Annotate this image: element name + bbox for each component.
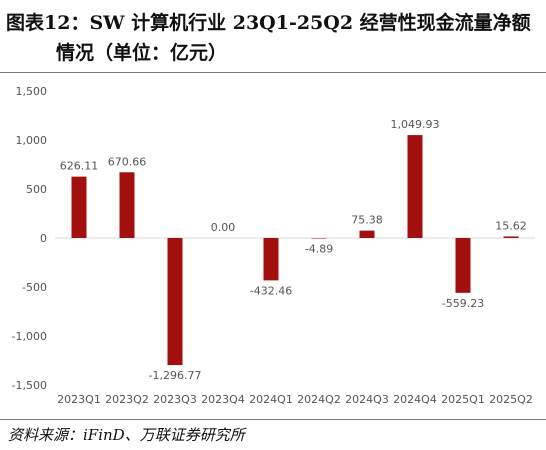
y-tick-label: 500	[26, 183, 47, 196]
y-tick-label: -1,000	[12, 330, 47, 343]
y-tick-label: -1,500	[12, 379, 47, 392]
bar	[167, 238, 183, 366]
chart-title-line-1: 图表12：SW 计算机行业 23Q1-25Q2 经营性现金流量净额	[6, 12, 531, 34]
x-tick-label: 2024Q2	[297, 393, 341, 406]
data-label: -559.23	[442, 297, 484, 310]
data-label: 15.62	[495, 219, 527, 232]
y-tick-label: 1,500	[16, 85, 48, 98]
y-tick-label: 0	[40, 232, 47, 245]
bar	[359, 230, 375, 238]
x-tick-label: 2025Q1	[441, 393, 485, 406]
data-label: -1,296.77	[149, 369, 202, 382]
x-tick-label: 2024Q1	[249, 393, 293, 406]
x-tick-label: 2023Q2	[105, 393, 149, 406]
bar	[71, 176, 87, 238]
x-tick-label: 2024Q3	[345, 393, 389, 406]
data-label: -4.89	[305, 242, 333, 255]
bar	[407, 135, 423, 238]
bar	[119, 172, 135, 238]
chart-title: 图表12：SW 计算机行业 23Q1-25Q2 经营性现金流量净额 情况（单位：…	[6, 8, 542, 68]
x-tick-label: 2023Q3	[153, 393, 197, 406]
data-label: 1,049.93	[391, 118, 440, 131]
data-label: 75.38	[351, 214, 383, 227]
bar	[263, 238, 279, 281]
data-label: 626.11	[60, 160, 99, 173]
x-tick-label: 2025Q2	[489, 393, 533, 406]
x-tick-label: 2023Q4	[201, 393, 245, 406]
top-divider	[0, 72, 546, 73]
bar	[503, 236, 519, 238]
bar	[455, 238, 471, 293]
x-tick-label: 2023Q1	[57, 393, 101, 406]
chart-title-line-2: 情况（单位：亿元）	[56, 42, 228, 64]
bottom-divider	[0, 419, 546, 420]
x-tick-label: 2024Q4	[393, 393, 437, 406]
data-label: 670.66	[108, 155, 147, 168]
y-tick-label: -500	[22, 281, 47, 294]
data-label: 0.00	[211, 221, 236, 234]
y-tick-label: 1,000	[16, 134, 48, 147]
data-label: -432.46	[250, 284, 292, 297]
source-note: 资料来源：iFinD、万联证券研究所	[8, 426, 245, 444]
bar-chart: -1,500 -1,000 -500 0 500 1,000 1,500 626.11 2023…	[12, 85, 535, 406]
